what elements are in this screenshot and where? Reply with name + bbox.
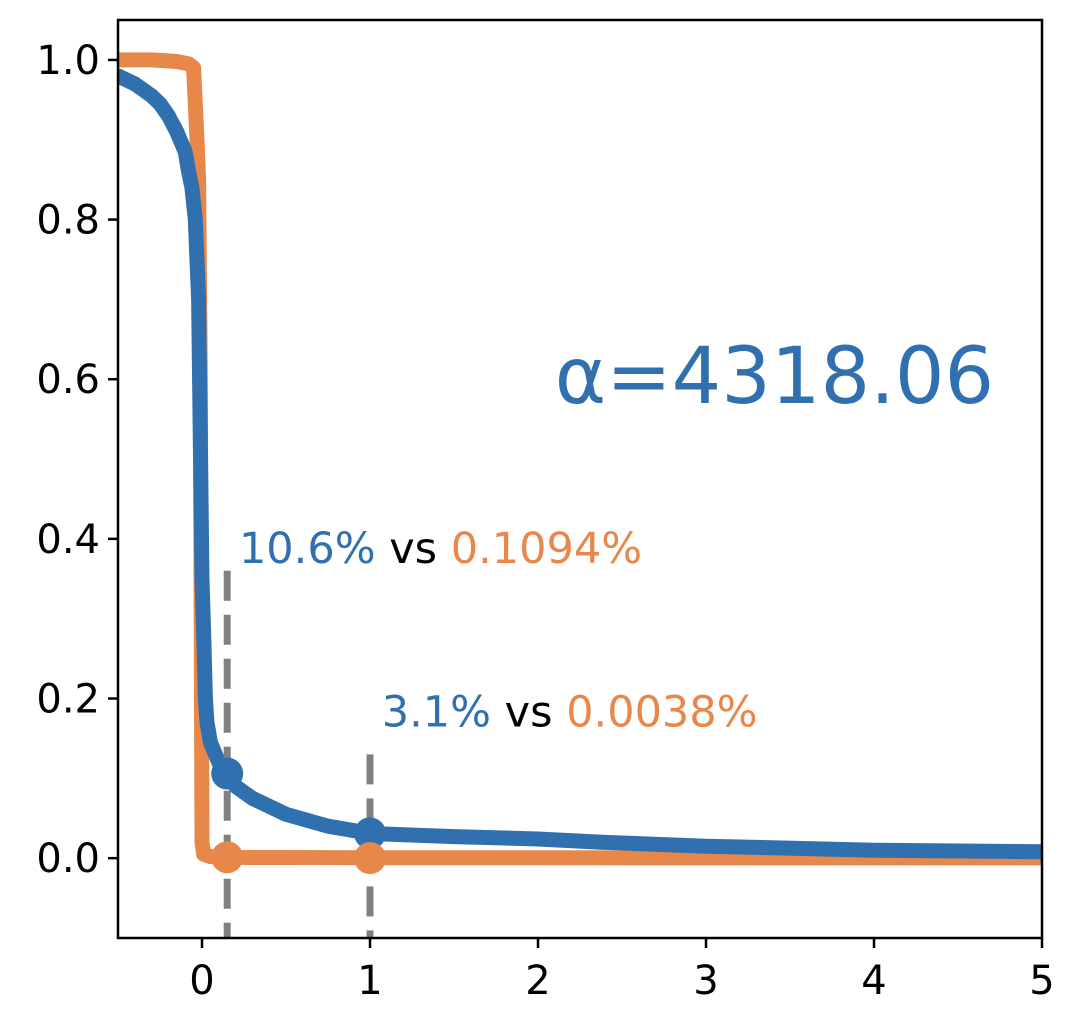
blue-point-0	[211, 757, 244, 790]
annotation-orange-value: 0.0038%	[566, 687, 757, 737]
axis-layer: 0 1 2 3 4 5 0.0 0.2 0.4 0.6 0.8 1.0	[36, 38, 1054, 1004]
y-tick-label: 0.6	[36, 357, 100, 403]
annotation-vs: vs	[376, 524, 451, 574]
x-tick-label: 1	[357, 958, 382, 1004]
x-tick-label: 3	[693, 958, 718, 1004]
marker-layer	[211, 570, 386, 938]
y-tick-label: 0.0	[36, 836, 100, 882]
orange-point-0	[211, 841, 244, 874]
orange-point-1	[354, 842, 386, 875]
x-tick-label: 0	[189, 958, 214, 1004]
x-tick-label: 5	[1029, 958, 1054, 1004]
x-tick-label: 4	[861, 958, 886, 1004]
annotation-1: 3.1% vs 0.0038%	[382, 687, 758, 737]
plot-frame	[116, 18, 1044, 940]
annotation-0: 10.6% vs 0.1094%	[239, 524, 642, 574]
y-tick-label: 0.4	[36, 517, 100, 563]
annotation-layer: 10.6% vs 0.1094% 3.1% vs 0.0038% α=4318.06	[239, 332, 994, 737]
alpha-label: α=4318.06	[555, 332, 994, 422]
series-line-1	[118, 68, 1042, 860]
y-tick-label: 0.8	[36, 198, 100, 244]
series-line-0	[118, 52, 1042, 866]
series-layer	[118, 52, 1042, 866]
blue-point-1	[354, 817, 386, 850]
y-tick-label: 0.2	[36, 677, 100, 723]
annotation-orange-value: 0.1094%	[451, 524, 642, 574]
annotation-vs: vs	[491, 687, 566, 737]
x-tick-label: 2	[525, 958, 550, 1004]
annotation-blue-value: 10.6%	[239, 524, 376, 574]
annotation-blue-value: 3.1%	[382, 687, 491, 737]
y-tick-label: 1.0	[36, 38, 100, 84]
